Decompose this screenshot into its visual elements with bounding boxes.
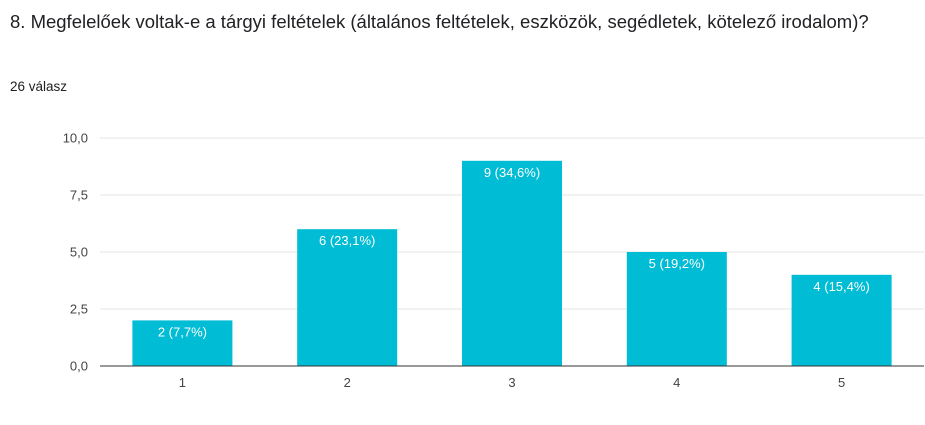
x-tick-label: 2 [344, 375, 351, 390]
y-tick-label: 0,0 [70, 359, 88, 374]
bar-data-label: 6 (23,1%) [319, 233, 375, 248]
y-tick-label: 5,0 [70, 245, 88, 260]
x-tick-label: 1 [179, 375, 186, 390]
bar-data-label: 2 (7,7%) [158, 324, 207, 339]
question-title: 8. Megfelelőek voltak-e a tárgyi feltéte… [10, 11, 869, 32]
bar [132, 320, 233, 366]
bar-data-label: 5 (19,2%) [649, 256, 705, 271]
x-tick-label: 3 [508, 375, 515, 390]
bar [462, 160, 562, 366]
y-tick-label: 10,0 [63, 131, 88, 146]
response-count: 26 válasz [10, 79, 68, 94]
bar-data-label: 9 (34,6%) [484, 165, 540, 180]
bar [791, 274, 892, 366]
x-tick-label: 5 [838, 375, 845, 390]
bar [297, 229, 398, 366]
x-tick-label: 4 [673, 375, 680, 390]
bar-data-label: 4 (15,4%) [813, 279, 869, 294]
y-tick-label: 2,5 [70, 302, 88, 317]
bar [626, 252, 727, 366]
y-tick-label: 7,5 [70, 188, 88, 203]
